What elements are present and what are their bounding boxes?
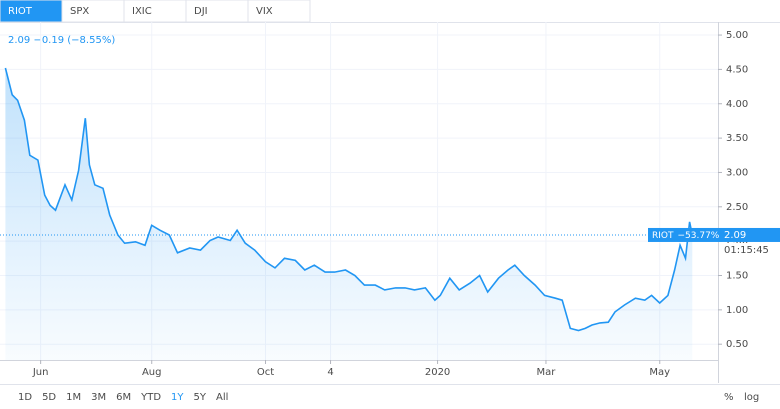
symbol-tab-label[interactable]: VIX [256,6,273,17]
range-button[interactable]: All [216,392,228,403]
range-button[interactable]: 1Y [171,392,184,403]
scale-option[interactable]: log [744,392,759,403]
x-tick-label: May [649,367,670,378]
price-label: RIOT −53.77% [652,230,720,240]
y-tick-label: 5.00 [726,30,748,41]
y-tick-label: 1.00 [726,305,748,316]
price-label-bg [648,227,780,242]
x-tick-label: Mar [537,367,557,378]
price-line [4,67,694,332]
symbol-tab-label[interactable]: IXIC [132,6,152,17]
scale-option[interactable]: % [724,392,734,403]
symbol-tab-label[interactable]: RIOT [8,6,33,17]
price-change: −53.77% [678,230,720,240]
series-name: RIOT [652,230,674,240]
y-tick-label: 4.50 [726,64,748,75]
x-tick-label: 4 [327,367,333,378]
y-tick-label: 2.50 [726,202,748,213]
y-tick-label: 1.50 [726,271,748,282]
x-tick-label: 2020 [425,367,450,378]
header-quote: 2.09 −0.19 (−8.55%) [8,35,115,46]
y-tick-label: 0.50 [726,339,748,350]
symbol-tab-label[interactable]: DJI [194,6,208,17]
range-button[interactable]: 6M [116,392,131,403]
range-button[interactable]: 5Y [194,392,207,403]
symbol-tab-label[interactable]: SPX [70,6,89,17]
area-fill [5,68,693,360]
symbol-tab[interactable] [247,0,311,23]
range-button[interactable]: 3M [91,392,106,403]
x-tick-label: Jun [32,367,49,378]
y-tick-label: 3.50 [726,133,748,144]
countdown: 01:15:45 [724,245,769,256]
x-tick-label: Aug [142,367,162,378]
y-tick-label: 4.00 [726,99,748,110]
range-button[interactable]: YTD [140,392,161,403]
range-button[interactable]: 1D [18,392,32,403]
range-button[interactable]: 1M [66,392,81,403]
countdown-bg [719,242,780,257]
x-tick-label: Oct [257,367,274,378]
range-button[interactable]: 5D [42,392,56,403]
y-tick-label: 3.00 [726,167,748,178]
last-price-label: 2.09 [724,230,746,241]
